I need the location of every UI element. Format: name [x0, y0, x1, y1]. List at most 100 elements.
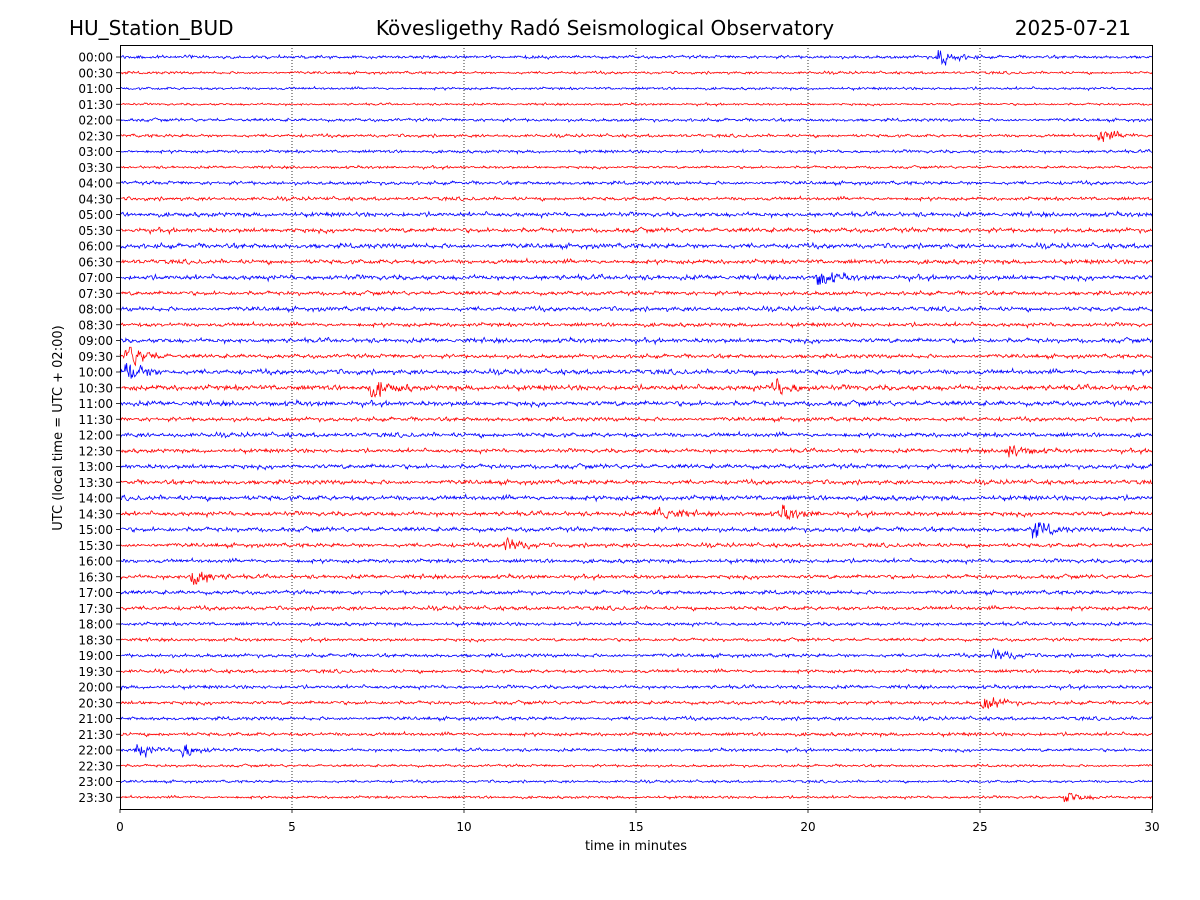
x-tick-label: 20	[800, 820, 815, 834]
y-tick-label: 09:30	[78, 350, 113, 364]
trace-1700	[119, 589, 1153, 597]
observatory-title: Kövesligethy Radó Seismological Observat…	[375, 16, 835, 40]
trace-0500	[119, 210, 1153, 220]
trace-0130	[119, 102, 1153, 107]
y-tick-label: 15:00	[78, 523, 113, 537]
y-tick-label: 23:00	[78, 775, 113, 789]
trace-1630	[119, 571, 1153, 585]
plot-frame	[120, 45, 1153, 810]
trace-1200	[119, 430, 1153, 440]
y-tick-label: 10:30	[78, 381, 113, 395]
y-tick-label: 23:30	[78, 791, 113, 805]
y-tick-label: 12:30	[78, 444, 113, 458]
y-tick-label: 08:00	[78, 303, 113, 317]
trace-1130	[119, 415, 1153, 424]
x-tick-label: 0	[116, 820, 124, 834]
trace-1900	[119, 647, 1153, 660]
y-tick-label: 03:30	[78, 161, 113, 175]
y-tick-label: 06:30	[78, 255, 113, 269]
trace-1300	[119, 462, 1153, 471]
x-axis-label: time in minutes	[585, 839, 687, 854]
trace-0800	[119, 305, 1153, 314]
y-tick-label: 17:30	[78, 602, 113, 616]
y-tick-label: 01:00	[78, 82, 113, 96]
y-tick-label: 15:30	[78, 539, 113, 553]
trace-2200	[119, 744, 1153, 758]
y-tick-label: 08:30	[78, 318, 113, 332]
trace-1600	[119, 556, 1153, 566]
y-tick-label: 02:00	[78, 114, 113, 128]
trace-1830	[119, 636, 1153, 644]
trace-0530	[119, 226, 1153, 236]
y-tick-label: 00:00	[78, 51, 113, 65]
trace-0900	[119, 336, 1153, 346]
y-tick-label: 21:30	[78, 728, 113, 742]
y-tick-label: 16:00	[78, 555, 113, 569]
trace-2030	[119, 697, 1153, 710]
trace-0830	[119, 320, 1153, 329]
trace-0930	[119, 346, 1153, 367]
y-tick-label: 12:00	[78, 429, 113, 443]
y-tick-label: 20:00	[78, 681, 113, 695]
trace-1730	[119, 604, 1153, 612]
y-axis-label: UTC (local time = UTC + 02:00)	[51, 325, 66, 530]
trace-1930	[119, 667, 1153, 675]
y-tick-label: 11:00	[78, 397, 113, 411]
y-tick-label: 01:30	[78, 98, 113, 112]
y-tick-label: 17:00	[78, 586, 113, 600]
trace-1400	[119, 493, 1153, 503]
trace-0030	[119, 70, 1153, 76]
trace-1100	[120, 398, 1153, 409]
trace-0230	[119, 130, 1153, 143]
x-tick-label: 30	[1144, 820, 1159, 834]
y-tick-label: 19:00	[78, 649, 113, 663]
grid-lines	[291, 45, 981, 809]
x-tick-label: 10	[456, 820, 471, 834]
y-tick-label: 16:30	[78, 570, 113, 584]
trace-2330	[119, 792, 1153, 803]
y-tick-label: 20:30	[78, 696, 113, 710]
trace-0400	[119, 179, 1153, 187]
trace-1500	[119, 522, 1153, 539]
trace-0200	[119, 117, 1153, 123]
trace-1530	[119, 536, 1153, 551]
y-tick-label: 00:30	[78, 66, 113, 80]
y-tick-label: 13:00	[78, 460, 113, 474]
trace-0430	[119, 195, 1153, 203]
y-tick-label: 13:30	[78, 476, 113, 490]
trace-1230	[119, 444, 1153, 458]
date-label: 2025-07-21	[1014, 16, 1131, 40]
y-tick-label: 07:00	[78, 271, 113, 285]
trace-0000	[119, 50, 1153, 66]
trace-1330	[119, 478, 1153, 487]
trace-0630	[119, 257, 1153, 266]
y-tick-label: 14:00	[78, 492, 113, 506]
x-tick-label: 5	[288, 820, 296, 834]
trace-0600	[119, 241, 1153, 251]
trace-0300	[119, 148, 1153, 155]
trace-0330	[119, 164, 1153, 171]
trace-2100	[119, 715, 1153, 722]
trace-1000	[119, 362, 1153, 379]
y-tick-label: 10:00	[78, 366, 113, 380]
y-tick-label: 14:30	[78, 507, 113, 521]
seismic-traces	[119, 50, 1153, 803]
y-tick-label: 09:00	[78, 334, 113, 348]
trace-1800	[119, 620, 1153, 628]
trace-0700	[119, 272, 1153, 285]
trace-0730	[119, 289, 1153, 297]
x-axis-ticks: 0 5 10 15 20 25 30	[116, 809, 1160, 834]
y-tick-label: 22:00	[78, 744, 113, 758]
trace-0100	[119, 85, 1153, 92]
trace-2300	[119, 779, 1153, 785]
y-tick-label: 07:30	[78, 287, 113, 301]
x-tick-label: 15	[628, 820, 643, 834]
trace-1430	[119, 504, 1153, 521]
trace-2130	[119, 730, 1153, 739]
y-tick-label: 05:00	[78, 208, 113, 222]
trace-1030	[119, 378, 1153, 398]
station-label: HU_Station_BUD	[69, 16, 234, 40]
trace-2000	[119, 683, 1153, 692]
trace-2230	[119, 763, 1153, 769]
